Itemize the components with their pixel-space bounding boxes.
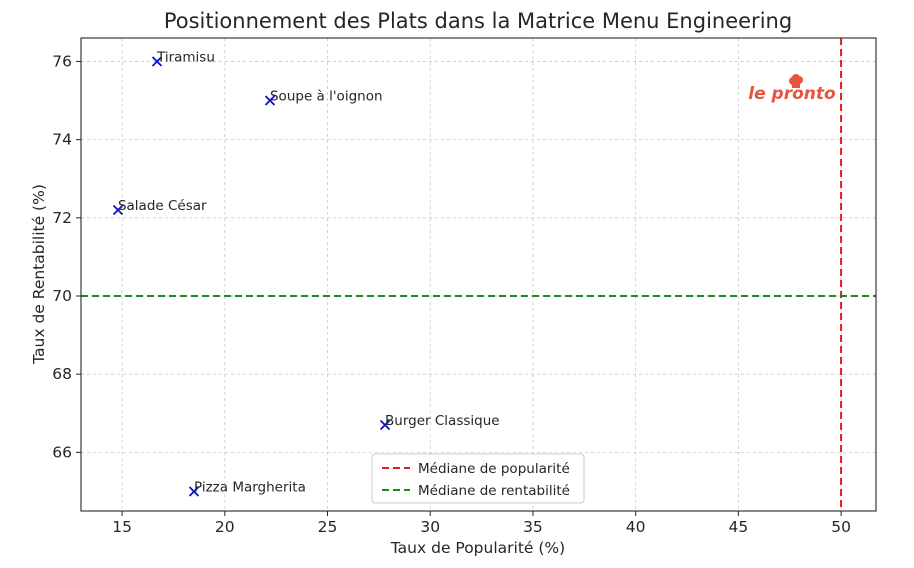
y-tick-label: 66 [52,443,72,461]
y-axis-label: Taux de Rentabilité (%) [30,184,48,365]
y-tick-label: 70 [52,287,72,305]
y-tick-label: 74 [52,131,72,149]
x-marker-stroke [188,486,200,497]
chart-title: Positionnement des Plats dans la Matrice… [164,9,792,33]
x-marker-stroke [112,204,124,216]
x-tick-label: 25 [318,518,338,536]
axes-frame [80,37,877,512]
point-label: Salade César [118,198,207,214]
logo-text: le pronto [748,84,836,104]
x-tick-label: 50 [831,518,851,536]
legend-box [371,453,585,504]
data-point: Pizza Margherita [188,479,306,497]
legend: Médiane de popularité Médiane de rentabil… [371,453,585,504]
y-tick-label: 68 [52,365,72,383]
data-point: Salade César [112,198,207,216]
y-axis-ticks: 66 68 70 72 74 76 [52,52,81,461]
grid-layer [81,38,876,511]
le-pronto-logo: le pronto [748,74,836,104]
x-tick-label: 45 [728,518,748,536]
x-tick-label: 20 [215,518,235,536]
plot-frame [80,37,877,512]
x-tick-label: 40 [626,518,646,536]
x-tick-label: 35 [523,518,543,536]
chef-hat-icon [789,74,803,88]
x-marker-stroke [379,419,391,431]
legend-label: Médiane de rentabilité [418,483,570,499]
x-marker-stroke [264,95,276,106]
data-point: Burger Classique [379,413,500,431]
point-label: Pizza Margherita [194,479,306,495]
x-marker-stroke [151,56,163,67]
y-tick-label: 76 [52,52,72,70]
legend-entries: Médiane de popularité Médiane de rentabil… [382,461,570,499]
x-axis-ticks: 15 20 25 30 35 40 45 50 [112,511,851,536]
x-axis-label: Taux de Popularité (%) [390,539,565,557]
point-label: Soupe à l'oignon [270,89,383,105]
point-label: Tiramisu [156,49,215,65]
y-tick-label: 72 [52,209,72,227]
data-point: Tiramisu [151,49,215,67]
data-point: Soupe à l'oignon [264,89,383,106]
reference-lines [81,38,876,511]
data-points: Tiramisu Soupe à l'oignon Salade César Burg… [112,49,500,497]
point-label: Burger Classique [385,413,500,429]
legend-label: Médiane de popularité [418,461,570,477]
x-tick-label: 30 [420,518,440,536]
x-tick-label: 15 [112,518,132,536]
